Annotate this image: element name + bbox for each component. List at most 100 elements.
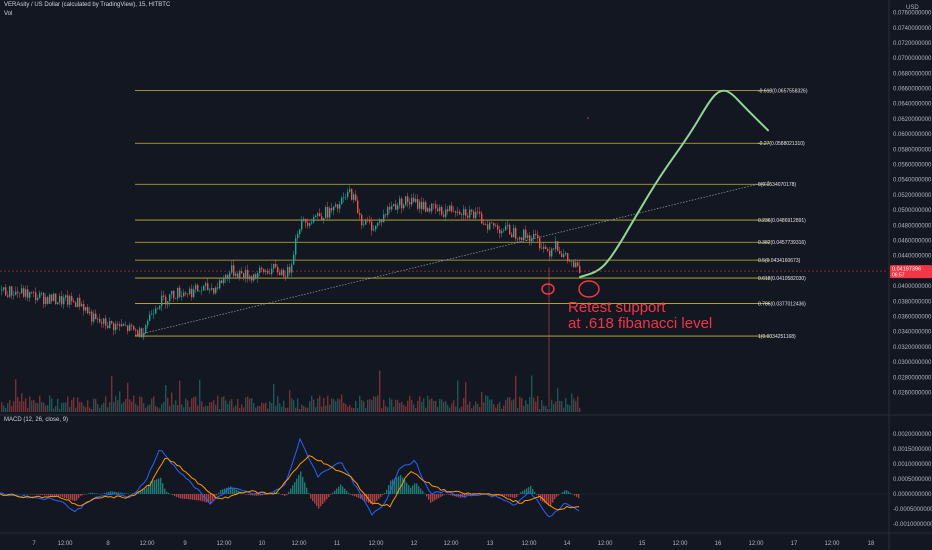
candle	[383, 214, 385, 223]
volume-bar	[299, 408, 301, 412]
macd-histogram-bar	[308, 493, 310, 494]
volume-bar	[223, 396, 225, 412]
time-axis-tick: 17	[791, 541, 798, 547]
candle	[285, 276, 287, 278]
macd-histogram-bar	[450, 494, 452, 496]
candle	[449, 205, 451, 212]
candle	[249, 276, 251, 280]
volume-bar	[255, 407, 257, 412]
candle	[561, 253, 563, 257]
macd-histogram-bar	[410, 487, 412, 494]
macd-histogram-bar	[150, 481, 152, 494]
volume-bar	[21, 393, 23, 412]
volume-bar	[457, 380, 459, 412]
volume-bar	[151, 398, 153, 412]
volume-bar	[443, 401, 445, 412]
candle	[381, 219, 383, 223]
candle	[327, 207, 329, 218]
candle	[393, 204, 395, 207]
volume-bar	[225, 400, 227, 412]
volume-bar	[291, 398, 293, 412]
candle	[257, 272, 259, 278]
macd-histogram-bar	[548, 494, 550, 505]
candle	[329, 208, 331, 218]
candle	[141, 328, 143, 338]
volume-bar	[211, 402, 213, 412]
macd-histogram-bar	[160, 477, 162, 494]
candle	[459, 211, 461, 215]
macd-histogram-bar	[66, 494, 68, 499]
volume-bar	[483, 402, 485, 412]
candle	[443, 214, 445, 217]
volume-bar	[305, 407, 307, 412]
macd-histogram-bar	[266, 494, 268, 495]
volume-bar	[201, 401, 203, 412]
macd-histogram-bar	[194, 494, 196, 500]
volume-bar	[509, 397, 511, 412]
time-axis-tick: 12:00	[521, 541, 537, 547]
macd-histogram-bar	[576, 494, 578, 497]
candle	[67, 295, 69, 305]
volume-bar	[185, 398, 187, 412]
price-axis-tick: 0.0660000000	[893, 87, 932, 93]
volume-bar	[575, 400, 577, 412]
macd-histogram-bar	[52, 494, 54, 496]
macd-histogram-bar	[316, 494, 318, 507]
time-axis-tick: 12:00	[597, 541, 613, 547]
macd-histogram-bar	[168, 492, 170, 494]
volume-bar	[531, 375, 533, 412]
macd-histogram-bar	[344, 488, 346, 494]
candle	[277, 267, 279, 273]
macd-histogram-bar	[546, 494, 548, 504]
macd-histogram-bar	[406, 482, 408, 494]
volume-bar	[19, 401, 21, 412]
time-axis-tick: 12:00	[443, 541, 459, 547]
volume-bar	[389, 397, 391, 412]
macd-histogram-bar	[360, 494, 362, 499]
volume-bar	[497, 404, 499, 412]
volume-bar	[439, 399, 441, 412]
volume-bar	[247, 396, 249, 412]
macd-histogram-bar	[574, 494, 576, 496]
volume-bar	[217, 395, 219, 412]
macd-histogram-bar	[524, 489, 526, 494]
volume-bar	[379, 370, 381, 412]
candle	[345, 196, 347, 198]
candle	[239, 271, 241, 278]
volume-bar	[345, 403, 347, 412]
macd-histogram-bar	[518, 494, 520, 495]
candle	[247, 269, 249, 280]
candle	[221, 280, 223, 283]
volume-bar	[465, 382, 467, 412]
candle	[531, 238, 533, 242]
macd-histogram-bar	[502, 494, 504, 496]
volume-bar	[399, 402, 401, 412]
candle	[191, 288, 193, 297]
candle	[209, 289, 211, 291]
volume-bar	[313, 399, 315, 412]
candle	[195, 285, 197, 290]
volume-bar	[525, 400, 527, 412]
volume-bar	[11, 405, 13, 412]
volume-bar	[149, 404, 151, 412]
macd-histogram-bar	[466, 494, 468, 497]
volume-bar	[55, 405, 57, 412]
volume-bar	[553, 403, 555, 412]
volume-bar	[363, 401, 365, 412]
candle	[173, 290, 175, 298]
volume-bar	[377, 395, 379, 412]
macd-histogram-bar	[420, 488, 422, 494]
candle	[61, 296, 63, 305]
volume-bar	[503, 405, 505, 412]
volume-bar	[33, 399, 35, 412]
volume-bar	[127, 382, 129, 412]
volume-bar	[417, 400, 419, 412]
macd-histogram-bar	[358, 494, 360, 499]
candle	[321, 216, 323, 220]
macd-histogram-bar	[414, 483, 416, 494]
candle	[39, 293, 41, 298]
candle	[391, 206, 393, 210]
volume-bar	[243, 407, 245, 412]
macd-histogram-bar	[78, 494, 80, 499]
